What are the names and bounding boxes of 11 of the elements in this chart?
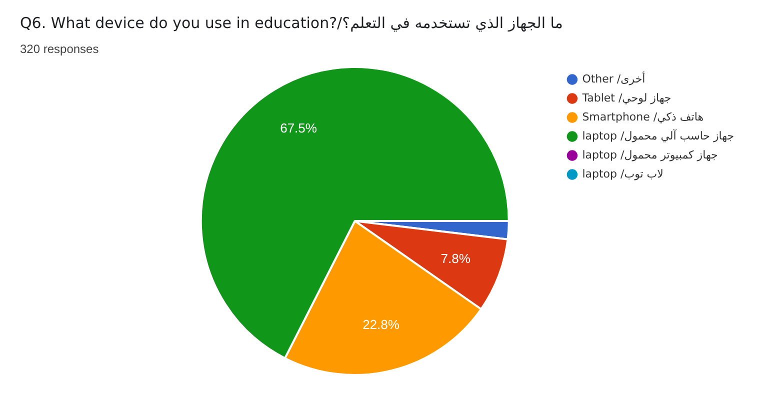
legend-label: laptop /جهاز كمبيوتر محمول	[582, 148, 718, 162]
text: 320 responses	[19, 41, 100, 56]
legend-label: Other /أخرى	[582, 71, 646, 86]
chart-title: Q6. What device do you use in education?/ما الجهاز الذي تستخدمه في التعلم؟	[19, 13, 564, 32]
data-label: 7.8%	[440, 251, 471, 266]
data-label: 22.8%	[362, 317, 400, 332]
legend-label: Tablet /جهاز لوحي	[581, 91, 672, 104]
legend-label: laptop /لاب توب	[582, 167, 664, 180]
data-label: 67.5%	[280, 120, 318, 136]
legend-label: Smartphone /هاتف ذكي	[582, 110, 704, 124]
legend-label: laptop /جهاز حاسب آلي محمول	[582, 128, 734, 142]
